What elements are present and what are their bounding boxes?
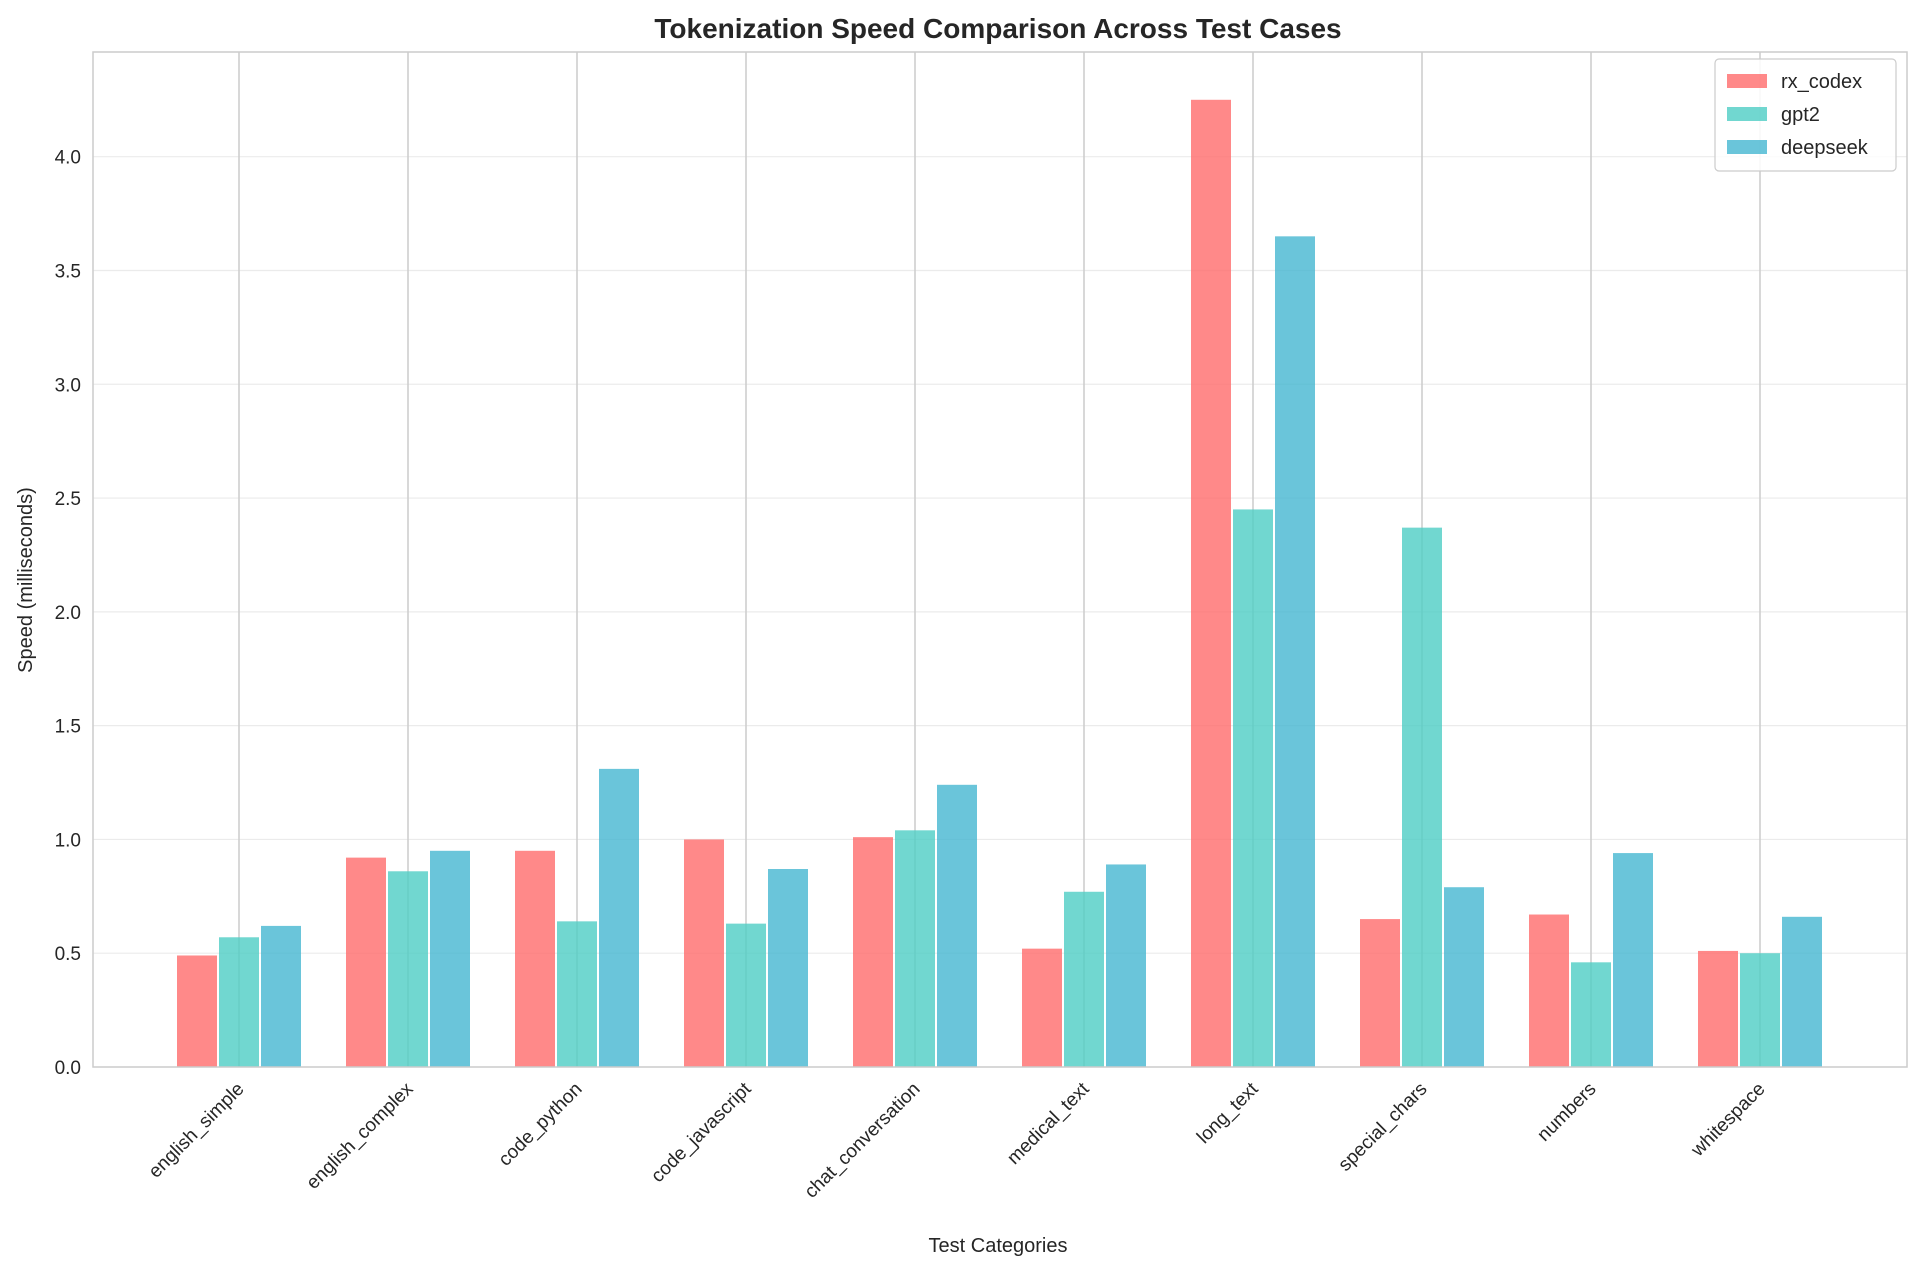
bar-deepseek-english_complex (430, 850, 470, 1067)
bar-rx_codex-special_chars (1360, 919, 1400, 1067)
bar-deepseek-special_chars (1444, 887, 1484, 1067)
bar-gpt2-chat_conversation (895, 830, 935, 1067)
bar-deepseek-numbers (1613, 853, 1653, 1067)
y-tick-label: 4.0 (55, 148, 81, 169)
bar-gpt2-special_chars (1402, 527, 1442, 1067)
chart-title: Tokenization Speed Comparison Across Tes… (654, 13, 1341, 44)
bar-deepseek-english_simple (261, 925, 301, 1067)
bar-rx_codex-code_javascript (684, 839, 724, 1067)
bar-gpt2-numbers (1571, 962, 1611, 1067)
y-tick-label: 1.5 (55, 717, 81, 738)
bar-rx_codex-chat_conversation (853, 837, 893, 1067)
plot-frame (92, 51, 1908, 1068)
y-tick-label: 2.5 (55, 489, 81, 510)
bar-rx_codex-numbers (1529, 914, 1569, 1067)
bar-gpt2-english_simple (219, 937, 259, 1067)
y-tick-label: 0.0 (55, 1058, 81, 1079)
bar-deepseek-code_javascript (768, 869, 808, 1067)
legend-swatch-deepseek (1727, 140, 1767, 154)
y-tick-label: 3.5 (55, 261, 81, 282)
bar-rx_codex-whitespace (1698, 950, 1738, 1067)
legend-label-gpt2: gpt2 (1781, 104, 1820, 126)
legend-swatch-rx_codex (1727, 74, 1767, 88)
y-tick-label: 3.0 (55, 375, 81, 396)
bar-deepseek-chat_conversation (937, 784, 977, 1067)
y-axis-label: Speed (milliseconds) (15, 487, 37, 673)
bar-rx_codex-english_simple (177, 955, 217, 1067)
bar-gpt2-whitespace (1740, 953, 1780, 1067)
bar-deepseek-whitespace (1782, 916, 1822, 1067)
y-tick-label: 2.0 (55, 603, 81, 624)
bar-rx_codex-long_text (1191, 99, 1231, 1067)
bar-gpt2-code_python (557, 921, 597, 1067)
legend-swatch-gpt2 (1727, 107, 1767, 121)
bars-layer (177, 99, 1822, 1067)
bar-deepseek-medical_text (1106, 864, 1146, 1067)
x-axis-label: Test Categories (929, 1235, 1068, 1257)
bar-rx_codex-code_python (515, 850, 555, 1067)
bar-gpt2-english_complex (388, 871, 428, 1067)
legend-label-deepseek: deepseek (1781, 137, 1869, 159)
bar-deepseek-long_text (1275, 236, 1315, 1067)
legend: rx_codex gpt2 deepseek (1714, 58, 1897, 172)
legend-label-rx_codex: rx_codex (1781, 71, 1862, 93)
bar-gpt2-medical_text (1064, 891, 1104, 1067)
bar-gpt2-long_text (1233, 509, 1273, 1067)
y-tick-label: 1.0 (55, 830, 81, 851)
y-tick-label: 0.5 (55, 944, 81, 965)
bar-gpt2-code_javascript (726, 923, 766, 1067)
bar-rx_codex-english_complex (346, 857, 386, 1067)
bar-deepseek-code_python (599, 768, 639, 1067)
bar-rx_codex-medical_text (1022, 948, 1062, 1067)
